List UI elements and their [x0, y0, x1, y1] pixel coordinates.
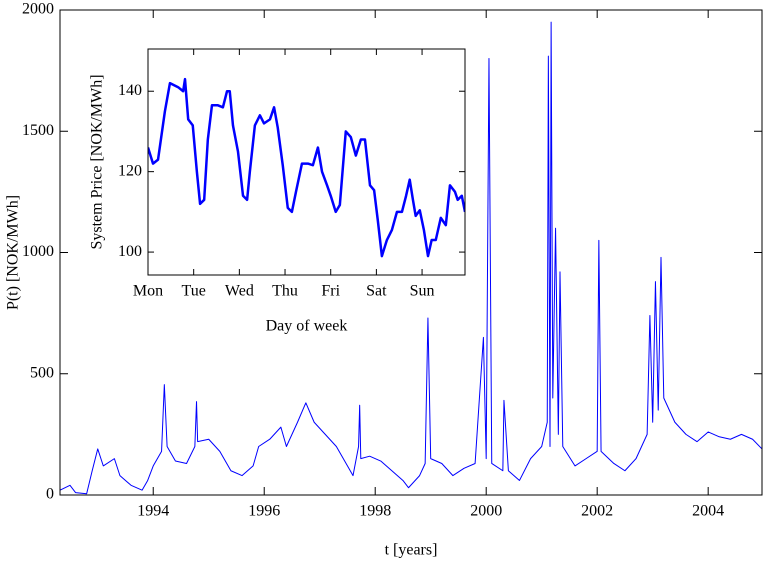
x-tick-label: Sun — [410, 283, 435, 300]
plot-frame — [147, 48, 466, 276]
y-tick-label: 100 — [118, 243, 142, 260]
x-axis-label: t [years] — [385, 542, 438, 559]
y-tick-label: 2000 — [22, 1, 54, 18]
x-axis-label: Day of week — [266, 318, 348, 335]
y-tick-label: 1500 — [22, 122, 54, 139]
y-tick-label: 120 — [118, 162, 142, 179]
x-tick-label: Fri — [321, 283, 340, 300]
x-tick-label: 2004 — [692, 503, 724, 520]
y-axis-label: System Price [NOK/MWh] — [89, 74, 106, 249]
x-tick-label: 1994 — [137, 503, 169, 520]
data-line — [148, 77, 465, 258]
y-tick-label: 1000 — [22, 243, 54, 260]
x-tick-label: Thu — [272, 283, 298, 300]
y-tick-label: 0 — [46, 486, 54, 503]
inset-background — [148, 49, 465, 275]
x-tick-label: 2000 — [470, 503, 502, 520]
x-tick-label: Wed — [225, 283, 254, 300]
x-tick-label: 1996 — [248, 503, 280, 520]
y-tick-label: 500 — [30, 364, 54, 381]
data-line — [60, 21, 762, 495]
y-axis-label: P(t) [NOK/MWh] — [5, 195, 22, 310]
x-tick-label: 2002 — [581, 503, 613, 520]
plot-frame — [59, 9, 763, 496]
x-tick-label: Mon — [133, 283, 163, 300]
x-tick-label: Sat — [366, 283, 387, 300]
y-tick-label: 140 — [118, 82, 142, 99]
x-tick-label: 1998 — [359, 503, 391, 520]
x-tick-label: Tue — [182, 283, 206, 300]
